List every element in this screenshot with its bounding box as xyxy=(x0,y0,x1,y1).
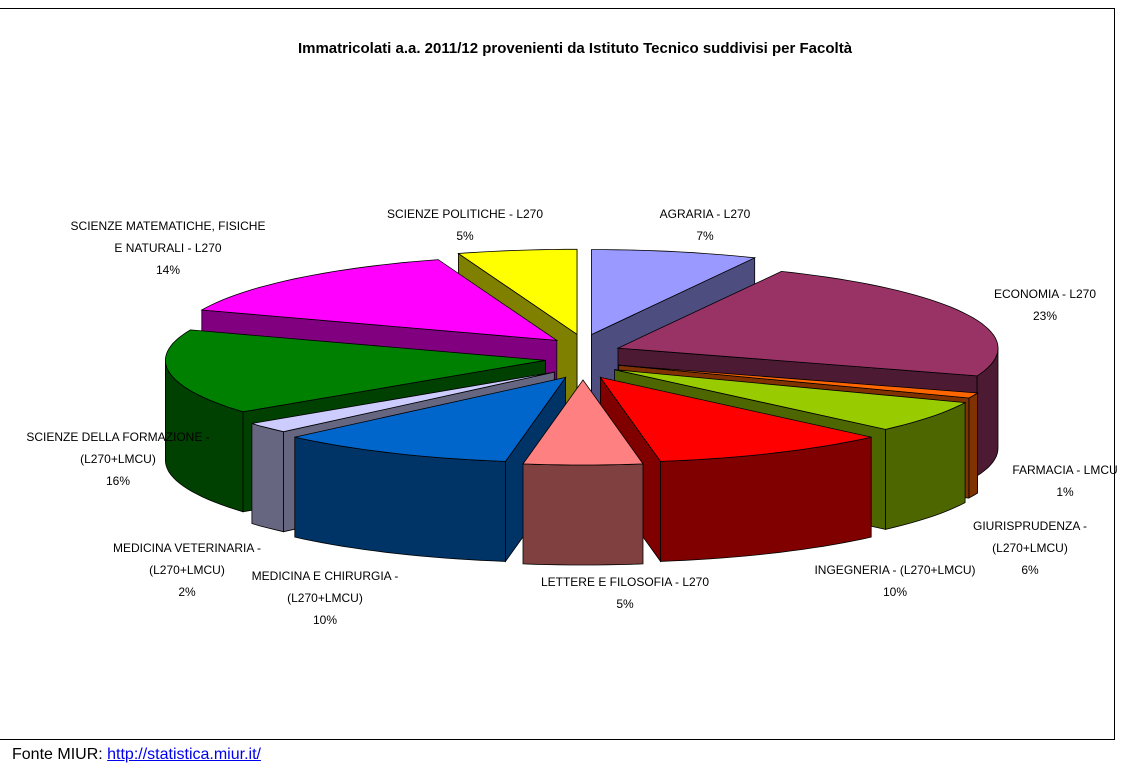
source-link[interactable]: http://statistica.miur.it/ xyxy=(107,746,261,763)
data-label: MEDICINA E CHIRURGIA - (L270+LMCU) 10% xyxy=(252,565,399,631)
slice xyxy=(457,248,578,336)
data-label: FARMACIA - LMCU 1% xyxy=(1012,459,1117,503)
value-label: 14% xyxy=(155,263,181,277)
category-label: MEDICINA VETERINARIA - (L270+LMCU) xyxy=(112,541,262,577)
value-label: 5% xyxy=(456,229,474,243)
category-label: SCIENZE POLITICHE - L270 xyxy=(386,207,544,221)
category-label: GIURISPRUDENZA - (L270+LMCU) xyxy=(972,519,1088,555)
slice xyxy=(591,249,757,336)
slice xyxy=(599,376,872,462)
category-label: SCIENZE DELLA FORMAZIONE - (L270+LMCU) xyxy=(26,430,210,466)
slice xyxy=(251,371,555,433)
value-label: 16% xyxy=(105,474,131,488)
slice xyxy=(618,364,979,399)
chart-frame xyxy=(0,8,1115,740)
value-label: 6% xyxy=(1021,563,1039,577)
category-label: ECONOMIA - L270 xyxy=(993,287,1097,301)
value-label: 5% xyxy=(616,597,634,611)
data-label: AGRARIA - L270 7% xyxy=(660,203,751,247)
data-label: INGEGNERIA - (L270+LMCU) 10% xyxy=(814,559,975,603)
slice xyxy=(294,376,567,462)
slice xyxy=(164,329,546,413)
category-label: AGRARIA - L270 xyxy=(659,207,751,221)
slice xyxy=(616,270,999,377)
slice-side xyxy=(968,392,978,499)
data-label: SCIENZE MATEMATICHE, FISICHE E NATURALI … xyxy=(71,215,266,281)
value-label: 10% xyxy=(882,585,908,599)
source: Fonte MIUR: xyxy=(12,746,103,763)
data-label: SCIENZE DELLA FORMAZIONE - (L270+LMCU) 16… xyxy=(26,426,209,492)
category-label: SCIENZE MATEMATICHE, FISICHE E NATURALI … xyxy=(70,219,266,255)
category-label: INGEGNERIA - (L270+LMCU) xyxy=(814,563,976,577)
value-label: 7% xyxy=(696,229,714,243)
value-label: 1% xyxy=(1056,485,1074,499)
value-label: 10% xyxy=(312,613,338,627)
slice-side xyxy=(522,463,644,566)
category-label: FARMACIA - LMCU xyxy=(1012,463,1118,477)
data-label: MEDICINA VETERINARIA - (L270+LMCU) 2% xyxy=(113,537,261,603)
chart-title: Immatricolati a.a. 2011/12 provenienti d… xyxy=(297,40,853,57)
data-label: GIURISPRUDENZA - (L270+LMCU) 6% xyxy=(973,515,1087,581)
data-label: SCIENZE POLITICHE - L270 5% xyxy=(387,203,543,247)
slice xyxy=(200,259,559,341)
footer: Fonte MIUR: http://statistica.miur.it/ xyxy=(12,746,261,764)
slice xyxy=(614,369,967,430)
category-label: LETTERE E FILOSOFIA - L270 xyxy=(540,575,710,589)
slice-side xyxy=(251,422,284,533)
data-label: ECONOMIA - L270 23% xyxy=(994,283,1096,327)
value-label: 2% xyxy=(178,585,196,599)
slice xyxy=(522,379,644,466)
value-label: 23% xyxy=(1032,309,1058,323)
category-label: MEDICINA E CHIRURGIA - (L270+LMCU) xyxy=(251,569,399,605)
data-label: LETTERE E FILOSOFIA - L270 5% xyxy=(541,571,709,615)
